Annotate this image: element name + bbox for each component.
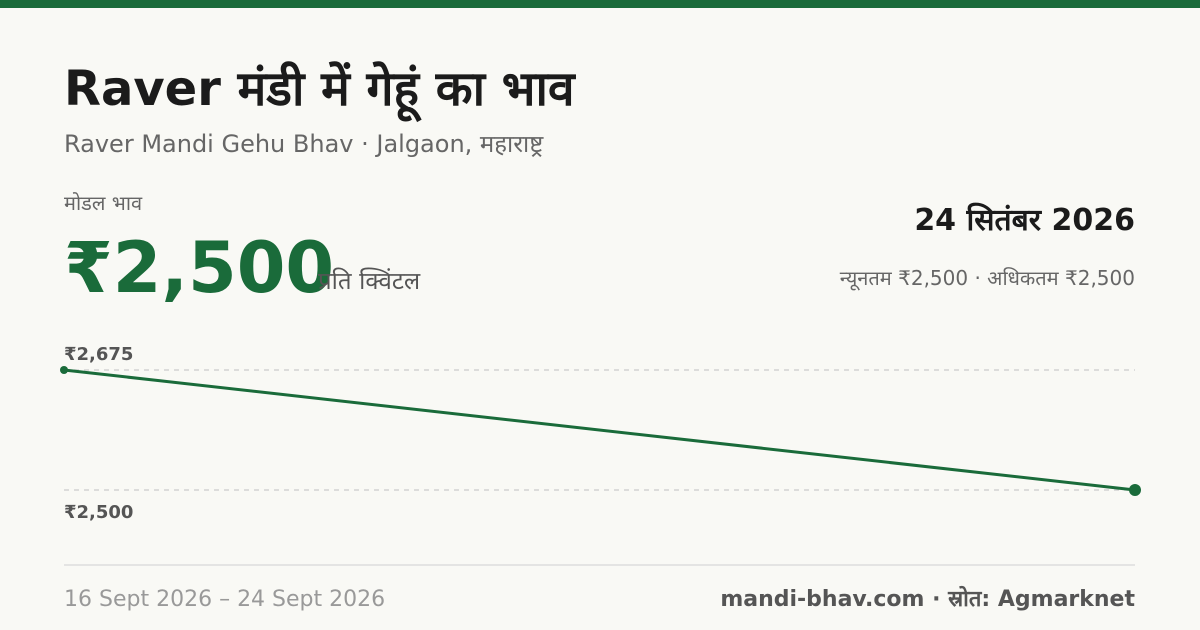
point: [1129, 484, 1141, 496]
top-bar: [0, 0, 1200, 8]
subtitle: Raver Mandi Gehu Bhav · Jalgaon, महाराष्…: [64, 130, 544, 158]
start-date: 16 Sept 2026: [64, 587, 212, 612]
date-range: 16 Sept 2026 – 24 Sept 2026: [64, 587, 385, 612]
point: [60, 366, 68, 374]
y-tick-label: ₹2,675: [64, 344, 133, 365]
line: [63, 368, 1136, 492]
sparkline: ₹2,675 ₹2,500: [60, 344, 1141, 523]
title: Raver मंडी में गेहूं का भाव: [64, 61, 577, 123]
date: 24 सितंबर 2026: [914, 202, 1135, 238]
min-max: न्यूनतम ₹2,500 · अधिकतम ₹2,500: [840, 266, 1135, 291]
end-date: 24 Sept 2026: [237, 587, 385, 612]
y-tick-label: ₹2,500: [64, 502, 133, 523]
separator: –: [219, 587, 230, 612]
source: mandi-bhav.com · स्रोत: Agmarknet: [720, 585, 1135, 612]
modal-label: मोडल भाव: [64, 191, 143, 215]
price-unit: प्रति क्विंटल: [318, 267, 421, 295]
modal-price: ₹2,500: [64, 227, 334, 309]
